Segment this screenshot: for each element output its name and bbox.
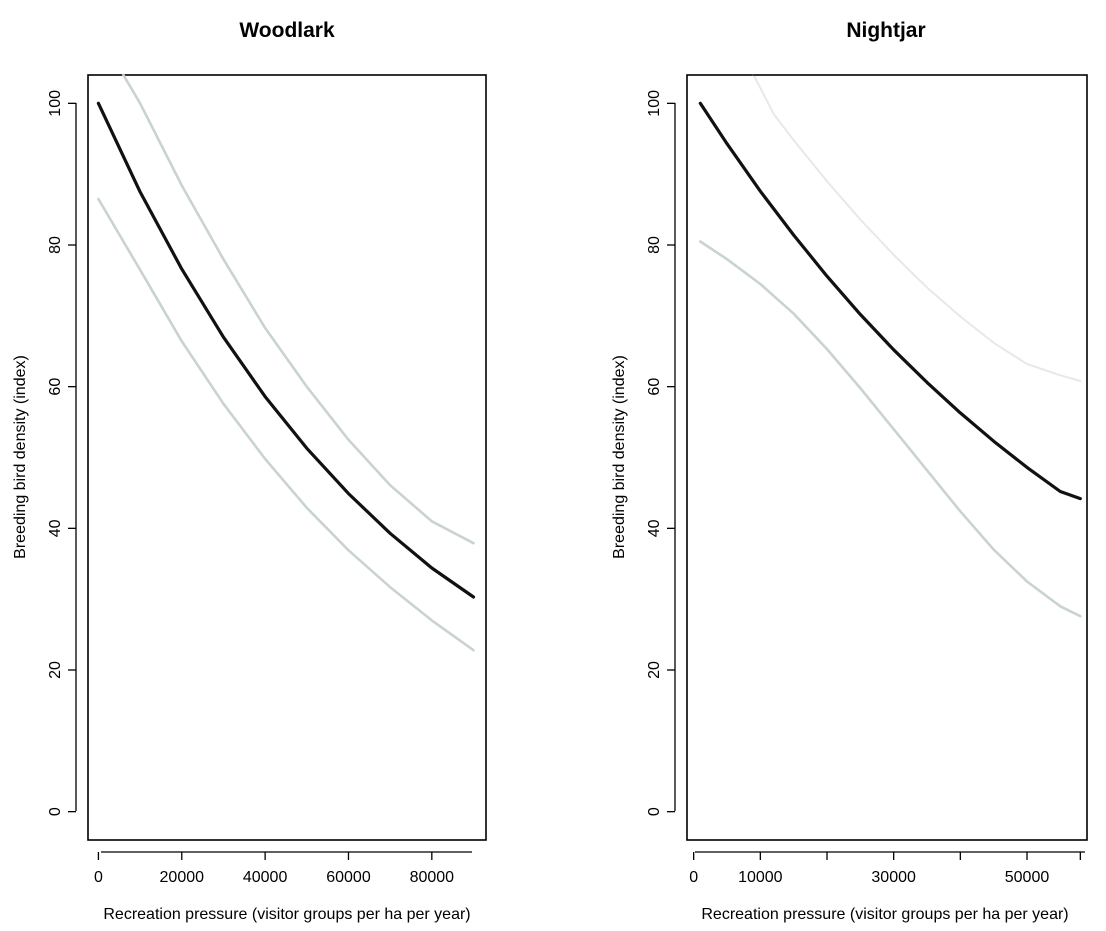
panel-nightjar: Nightjar 0 10000 30000 50000 0 20 40 60 80 100 R…: [611, 19, 1088, 923]
woodlark-x-tick-label: 20000: [160, 869, 205, 886]
woodlark-series: [96, 73, 476, 652]
nightjar-x-tick-label: 10000: [738, 869, 783, 886]
panel-woodlark: Woodlark 0 20000 40000 60000 80000 0 20 40 60 80…: [12, 19, 487, 923]
woodlark-x-tick-label: 0: [94, 869, 103, 886]
woodlark-y-tick-label: 40: [47, 519, 64, 537]
woodlark-y-tick-label: 80: [47, 236, 64, 254]
nightjar-y-tick-label: 40: [646, 519, 663, 537]
woodlark-y-ticks: 0 20 40 60 80 100: [47, 90, 76, 816]
woodlark-series-fit-line: [96, 101, 476, 599]
nightjar-series-lower-line: [698, 240, 1082, 618]
woodlark-x-ticks: 0 20000 40000 60000 80000: [94, 852, 454, 886]
woodlark-y-tick-label: 60: [47, 378, 64, 396]
nightjar-series: [698, 74, 1082, 618]
nightjar-x-tick-label: 50000: [1005, 869, 1050, 886]
woodlark-series-upper-line: [122, 73, 475, 545]
woodlark-x-axis-label: Recreation pressure (visitor groups per …: [103, 906, 470, 923]
nightjar-x-axis-label: Recreation pressure (visitor groups per …: [701, 906, 1068, 923]
woodlark-y-tick-label: 100: [47, 90, 64, 117]
woodlark-x-tick-label: 40000: [243, 869, 288, 886]
woodlark-title: Woodlark: [239, 19, 335, 42]
nightjar-y-tick-label: 60: [646, 378, 663, 396]
woodlark-y-axis-label: Breeding bird density (index): [12, 355, 29, 559]
woodlark-x-tick-label: 80000: [410, 869, 455, 886]
nightjar-x-tick-label: 0: [689, 869, 698, 886]
nightjar-x-tick-label: 30000: [871, 869, 916, 886]
woodlark-plot-frame: [87, 74, 487, 841]
nightjar-x-ticks: 0 10000 30000 50000: [689, 852, 1081, 886]
nightjar-y-tick-label: 0: [646, 807, 663, 816]
nightjar-title: Nightjar: [846, 19, 925, 42]
nightjar-series-fit-line: [698, 101, 1082, 501]
nightjar-y-axis-label: Breeding bird density (index): [611, 355, 628, 559]
nightjar-y-ticks: 0 20 40 60 80 100: [646, 90, 675, 816]
woodlark-series-lower-line: [97, 197, 475, 652]
nightjar-y-tick-label: 100: [646, 90, 663, 117]
woodlark-y-tick-label: 20: [47, 661, 64, 679]
nightjar-plot-frame: [686, 74, 1088, 841]
nightjar-y-tick-label: 80: [646, 236, 663, 254]
woodlark-x-tick-label: 60000: [326, 869, 371, 886]
woodlark-y-tick-label: 0: [47, 807, 64, 816]
nightjar-y-tick-label: 20: [646, 661, 663, 679]
nightjar-series-upper-line: [752, 74, 1082, 382]
